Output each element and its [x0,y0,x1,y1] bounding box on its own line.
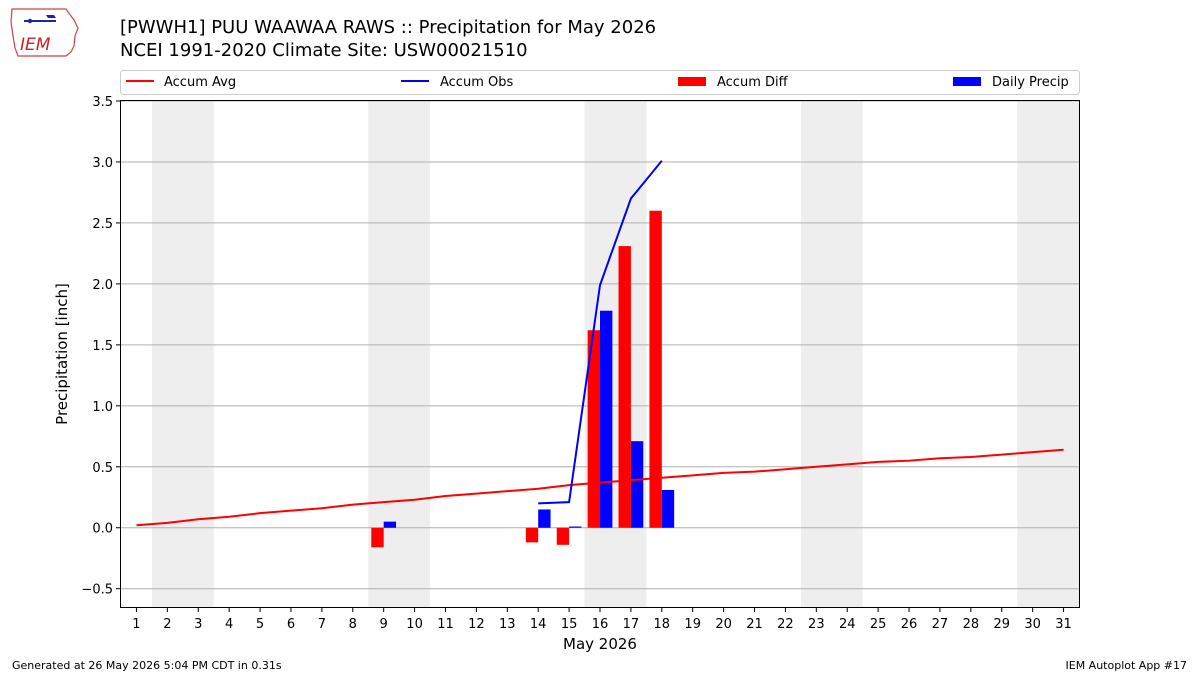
daily-precip-bar [661,489,675,528]
accum-diff-bar [525,527,539,543]
x-tick-label: 23 [808,617,825,632]
legend-box [120,70,1080,95]
x-tick-label: 9 [380,617,388,632]
x-tick-label: 28 [963,617,980,632]
weekend-shading [151,101,1079,607]
x-tick-label: 7 [318,617,326,632]
generated-timestamp: Generated at 26 May 2026 5:04 PM CDT in … [12,659,282,672]
x-tick-label: 14 [530,617,547,632]
x-tick-label: 2 [163,617,171,632]
y-axis-ticks: −0.5 0.0 0.5 1.0 1.5 2.0 2.5 3.0 3.5 [81,95,121,598]
cloud-icon [46,15,56,18]
x-tick-label: 31 [1055,617,1072,632]
legend-label-accum-obs: Accum Obs [440,75,513,90]
y-tick-label: 1.0 [92,400,113,415]
iem-logo: IEM [10,8,79,57]
legend-label-accum-avg: Accum Avg [164,75,236,90]
accum-obs-line [538,160,663,505]
chart-subtitle: NCEI 1991-2020 Climate Site: USW00021510 [120,40,528,61]
y-tick-label: 3.0 [92,156,113,171]
x-tick-label: 4 [225,617,233,632]
chart-title: [PWWH1] PUU WAAWAA RAWS :: Precipitation… [120,17,657,38]
accum-avg-line [136,448,1064,527]
legend-swatch-daily-precip [953,77,981,86]
x-tick-label: 17 [623,617,640,632]
x-tick-label: 21 [746,617,763,632]
y-tick-label: −0.5 [81,583,113,598]
x-axis-ticks: 1 2 3 4 5 6 7 8 9 10 11 12 13 14 15 16 17 18 19 20 21 22 23 24 2… [132,607,1072,632]
x-tick-label: 29 [993,617,1010,632]
app-id-label: IEM Autoplot App #17 [1065,659,1188,672]
x-tick-label: 25 [870,617,887,632]
x-tick-label: 26 [901,617,918,632]
accum-diff-bar [618,246,631,528]
x-tick-label: 3 [194,617,202,632]
daily-precip-bar [600,310,613,528]
sensor-dot-icon [27,18,33,24]
x-tick-label: 19 [684,617,701,632]
series-lines [136,160,1064,527]
daily-precip-bar [569,526,582,528]
x-tick-label: 10 [406,617,423,632]
x-tick-label: 5 [256,617,264,632]
weekend-band [1017,101,1079,607]
daily-precip-bar [630,441,644,528]
legend: Accum Avg Accum Obs Accum Diff Daily Pre… [120,70,1080,95]
legend-label-daily-precip: Daily Precip [992,75,1069,90]
x-tick-label: 22 [777,617,794,632]
x-tick-label: 24 [839,617,856,632]
x-tick-label: 8 [349,617,357,632]
x-tick-label: 12 [468,617,485,632]
y-tick-label: 3.5 [92,95,113,110]
bars [371,210,675,548]
x-tick-label: 20 [715,617,732,632]
y-axis-label: Precipitation [inch] [53,283,71,425]
x-tick-label: 11 [437,617,454,632]
x-tick-label: 1 [132,617,140,632]
x-tick-label: 16 [592,617,609,632]
x-tick-label: 30 [1024,617,1041,632]
x-tick-label: 13 [499,617,516,632]
weekend-band [800,101,863,607]
daily-precip-bar [383,521,397,528]
accum-diff-bar [649,210,662,528]
y-tick-label: 0.5 [92,461,113,476]
weekend-band [151,101,214,607]
x-tick-label: 15 [561,617,578,632]
y-tick-label: 2.0 [92,278,113,293]
accum-diff-bar [587,330,600,528]
x-tick-label: 6 [287,617,295,632]
legend-label-accum-diff: Accum Diff [717,75,789,90]
x-tick-label: 27 [932,617,949,632]
y-tick-label: 1.5 [92,339,113,354]
logo-text: IEM [20,35,51,55]
daily-precip-bar [538,509,551,528]
legend-swatch-accum-diff [678,77,706,86]
x-axis-label: May 2026 [563,635,637,653]
y-tick-label: 2.5 [92,217,113,232]
weekend-band [368,101,431,607]
accum-diff-bar [371,527,384,548]
x-tick-label: 18 [654,617,671,632]
y-tick-label: 0.0 [92,522,113,537]
accum-diff-bar [556,527,570,545]
